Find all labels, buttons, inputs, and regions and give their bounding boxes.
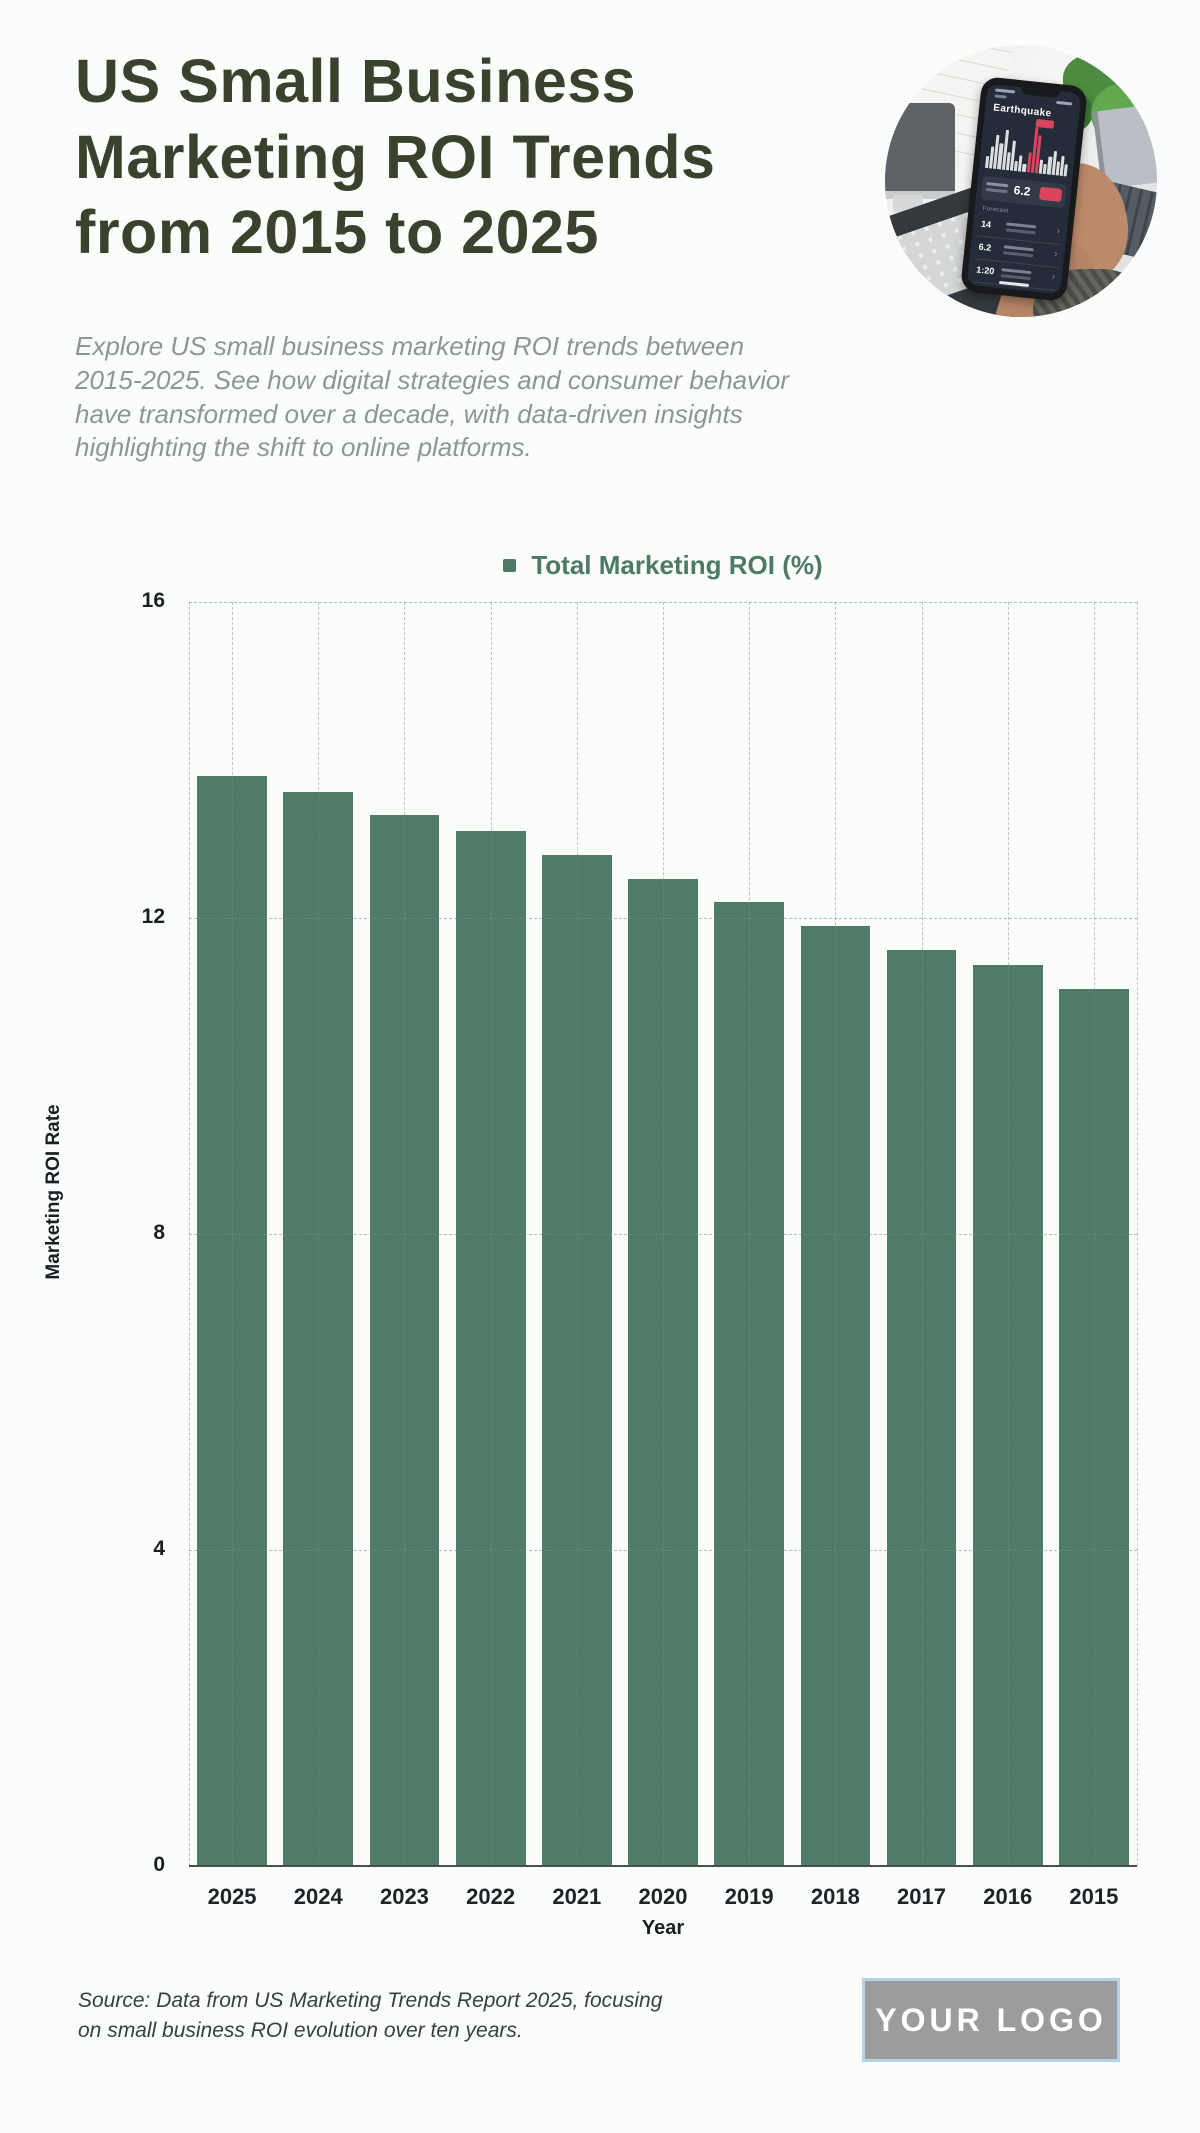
- v-gridline-4: [404, 602, 406, 1866]
- phone-stat-card: 6.2: [980, 175, 1067, 209]
- x-tick-label-2017: 2017: [897, 1884, 947, 1909]
- x-tick-label-2016: 2016: [983, 1884, 1033, 1909]
- phone-list-value: 14: [980, 218, 992, 230]
- phone-screen: Earthquake 6.2 Forecast 14 › 6.2 › 1:20 ›: [966, 83, 1082, 295]
- v-gridline-0: [189, 602, 190, 1866]
- phone-app-title: Earthquake: [992, 102, 1053, 120]
- page-subtitle: Explore US small business marketing ROI …: [75, 331, 790, 463]
- v-gridline-12: [1093, 602, 1095, 1866]
- chevron-right-icon: ›: [1056, 225, 1061, 236]
- y-tick-label-4: 4: [153, 1537, 165, 1561]
- x-tick-label-2019: 2019: [724, 1884, 774, 1909]
- phone-list-caption: [1001, 268, 1032, 275]
- hero-photo: Earthquake 6.2 Forecast 14 › 6.2 › 1:20 ›: [885, 45, 1157, 317]
- phone-mini-bar: [1063, 164, 1068, 177]
- x-tick-label-2020: 2020: [638, 1884, 688, 1909]
- v-gridline-8: [749, 602, 751, 1866]
- phone-list-caption: [1006, 222, 1037, 229]
- chevron-right-icon: ›: [1053, 248, 1058, 259]
- phone-back-link: [994, 94, 1007, 99]
- page-title: US Small Business Marketing ROI Trends f…: [75, 47, 716, 267]
- x-tick-label-2021: 2021: [552, 1884, 602, 1909]
- logo-placeholder: YOUR LOGO: [862, 1978, 1120, 2062]
- x-tick-label-2025: 2025: [207, 1884, 257, 1909]
- phone-section-label: Forecast: [982, 205, 1009, 215]
- v-gridline-9: [835, 602, 837, 1866]
- v-gridline-2: [232, 602, 234, 1866]
- v-gridline-5: [490, 602, 492, 1866]
- source-note: Source: Data from US Marketing Trends Re…: [78, 1989, 663, 2043]
- phone-list-value: 1:20: [975, 264, 995, 277]
- chevron-right-icon: ›: [1051, 271, 1056, 282]
- v-gridline-1: [1137, 602, 1138, 1866]
- x-tick-label-2024: 2024: [293, 1884, 343, 1909]
- phone-list-caption: [1003, 245, 1034, 252]
- x-axis: 2025 2024 2023 2022 2021 2020 2019 2018 2017 2016…: [189, 1884, 1137, 1914]
- v-gridline-11: [1007, 602, 1009, 1866]
- logo-text: YOUR LOGO: [875, 2001, 1107, 2038]
- y-tick-label-8: 8: [153, 1221, 165, 1245]
- phone-status-bar-right: [1056, 100, 1073, 106]
- phone-action-button: [1038, 186, 1063, 202]
- v-gridline-10: [921, 602, 923, 1866]
- x-tick-label-2023: 2023: [379, 1884, 429, 1909]
- phone-status-bar: [995, 88, 1016, 94]
- x-tick-label-2015: 2015: [1069, 1884, 1119, 1909]
- phone-mini-bar-chart: [985, 120, 1072, 177]
- phone-list-value: 6.2: [978, 241, 992, 253]
- plot-area: [189, 602, 1138, 1867]
- v-gridline-7: [663, 602, 664, 1866]
- phone-stat-caption: [986, 182, 1009, 188]
- y-tick-label-0: 0: [153, 1853, 165, 1877]
- chart-legend: Total Marketing ROI (%): [189, 550, 1137, 581]
- v-gridline-3: [318, 602, 320, 1866]
- y-axis-title: Marketing ROI Rate: [43, 1104, 64, 1280]
- phone-notch: [1020, 87, 1060, 99]
- phone-mini-bar: [1022, 163, 1027, 173]
- phone-forecast-list: 14 › 6.2 › 1:20 ›: [971, 213, 1063, 291]
- y-axis: 16 12 8 4 0: [100, 589, 165, 1876]
- x-axis-title: Year: [641, 1917, 685, 1939]
- phone-headline-value: 6.2: [1013, 182, 1032, 199]
- photo-smartphone: Earthquake 6.2 Forecast 14 › 6.2 › 1:20 ›: [960, 76, 1088, 302]
- y-tick-label-12: 12: [141, 905, 165, 929]
- legend-label: Total Marketing ROI (%): [531, 550, 823, 580]
- x-tick-label-2022: 2022: [466, 1884, 516, 1909]
- phone-chart-badge: [1035, 118, 1055, 129]
- legend-marker: [503, 559, 517, 572]
- photo-monitor: [885, 103, 955, 199]
- y-tick-label-16: 16: [141, 589, 165, 613]
- x-axis-line: [189, 1865, 1137, 1867]
- x-tick-label-2018: 2018: [810, 1884, 860, 1909]
- v-gridline-6: [576, 602, 578, 1866]
